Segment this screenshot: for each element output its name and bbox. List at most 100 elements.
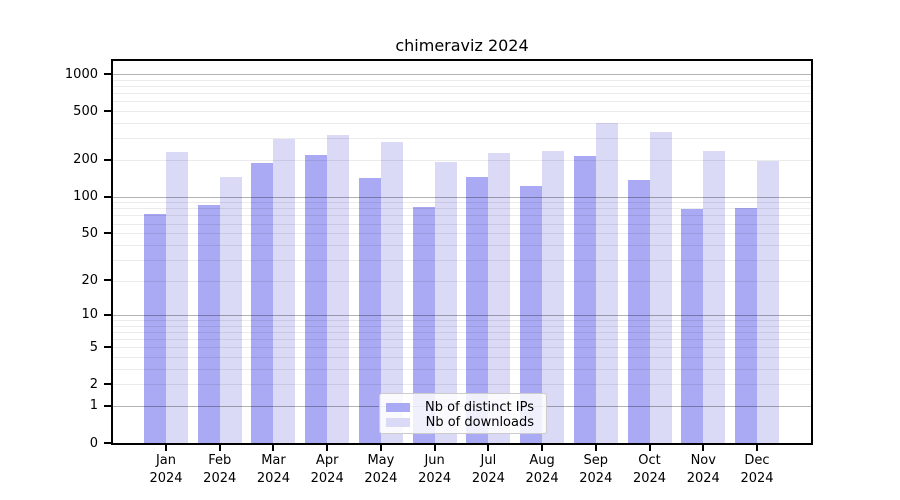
minor-gridline [113, 159, 811, 161]
legend-swatch-distinct-ips [386, 402, 410, 412]
minor-gridline [113, 233, 811, 235]
minor-gridline [113, 101, 811, 103]
x-tick-month: Dec [744, 453, 770, 468]
bar-distinct-ips-jul [466, 176, 489, 443]
minor-gridline [113, 123, 811, 124]
bar-distinct-ips-feb [197, 205, 220, 443]
x-tick-year: 2024 [579, 470, 613, 486]
bar-downloads-dec [756, 160, 779, 443]
x-tick [594, 445, 597, 451]
x-tick [326, 445, 329, 451]
y-tick-label: 1000 [64, 66, 98, 82]
x-tick [487, 445, 490, 451]
y-tick-label: 10 [81, 307, 98, 323]
bar-distinct-ips-apr [305, 155, 328, 443]
bar-distinct-ips-jan [144, 213, 166, 443]
x-tick-year: 2024 [364, 470, 398, 486]
x-tick-label: Oct 2024 [618, 452, 682, 487]
x-tick-label: Dec 2024 [725, 452, 789, 487]
minor-gridline [113, 244, 811, 246]
x-tick [218, 445, 221, 451]
minor-gridline [113, 79, 811, 81]
y-tick [104, 158, 111, 161]
x-tick-month: Mar [261, 453, 286, 468]
minor-gridline [113, 223, 811, 225]
x-tick-month: Jul [480, 453, 497, 468]
x-tick-month: May [367, 453, 395, 468]
x-tick-month: Jun [424, 453, 445, 468]
major-gridline [113, 74, 811, 76]
y-tick-label: 2 [89, 376, 98, 392]
x-tick [755, 445, 758, 451]
x-tick [648, 445, 651, 451]
x-tick-label: Feb 2024 [188, 452, 252, 487]
x-tick-year: 2024 [632, 470, 667, 486]
bar-downloads-feb [219, 176, 242, 443]
x-tick-month: Oct [638, 453, 661, 468]
bar-downloads-nov [703, 151, 726, 443]
x-tick-month: Apr [315, 453, 339, 468]
y-tick-label: 20 [81, 272, 98, 288]
bar-downloads-jul [488, 153, 511, 443]
bar-downloads-mar [273, 139, 296, 443]
bar-distinct-ips-mar [251, 162, 274, 443]
x-tick-label: Sep 2024 [564, 452, 628, 487]
bar-downloads-sep [595, 123, 618, 443]
y-tick-label: 1 [89, 398, 98, 414]
bar-distinct-ips-dec [734, 207, 757, 443]
y-tick-label: 200 [73, 152, 98, 168]
x-tick-label: Jan 2024 [134, 452, 198, 487]
chart-title: chimeraviz 2024 [395, 36, 529, 55]
x-tick-month: Nov [690, 453, 716, 468]
x-tick [541, 445, 544, 451]
minor-gridline [113, 280, 811, 282]
x-tick [433, 445, 436, 451]
minor-gridline [113, 259, 811, 261]
x-tick-year: 2024 [310, 470, 344, 486]
bar-downloads-apr [327, 135, 350, 443]
x-tick-month: Sep [583, 453, 609, 468]
y-tick-label: 100 [73, 189, 98, 205]
y-tick-label: 500 [73, 103, 98, 119]
legend-swatch-downloads [386, 417, 410, 427]
plot-area [113, 61, 811, 443]
x-tick-year: 2024 [256, 470, 290, 486]
major-gridline [113, 315, 811, 316]
y-tick [104, 195, 111, 198]
y-tick [104, 73, 111, 76]
x-tick-year: 2024 [740, 470, 774, 486]
legend-label-downloads: Nb of downloads [425, 414, 534, 430]
y-tick-label: 0 [89, 435, 98, 451]
x-tick [379, 445, 382, 451]
minor-gridline [113, 138, 811, 140]
minor-gridline [113, 332, 811, 333]
bar-distinct-ips-nov [681, 209, 704, 443]
x-tick-year: 2024 [203, 470, 237, 486]
x-tick-year: 2024 [471, 470, 505, 486]
x-tick-year: 2024 [149, 470, 183, 486]
minor-gridline [113, 325, 811, 327]
x-tick-label: May 2024 [349, 452, 413, 487]
x-tick-label: Jul 2024 [456, 452, 520, 487]
y-tick [104, 279, 111, 282]
legend-item-distinct-ips: Nb of distinct IPs [386, 400, 534, 415]
y-tick [104, 404, 111, 407]
y-tick-label: 5 [89, 339, 98, 355]
x-tick-year: 2024 [418, 470, 452, 486]
bar-downloads-may [380, 142, 403, 443]
x-tick-label: Jun 2024 [403, 452, 467, 487]
x-tick-year: 2024 [525, 470, 559, 486]
x-tick-label: Mar 2024 [241, 452, 305, 487]
y-tick [104, 232, 111, 235]
y-tick [104, 110, 111, 113]
x-tick [272, 445, 275, 451]
minor-gridline [113, 208, 811, 210]
bar-distinct-ips-aug [520, 186, 543, 443]
x-tick-month: Aug [529, 453, 555, 468]
bar-distinct-ips-jun [412, 207, 435, 443]
bar-downloads-jun [434, 162, 457, 443]
major-gridline [113, 196, 811, 198]
x-tick [702, 445, 705, 451]
bar-downloads-oct [649, 132, 672, 443]
minor-gridline [113, 369, 811, 370]
